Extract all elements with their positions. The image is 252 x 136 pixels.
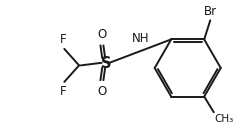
Text: Br: Br	[204, 5, 217, 18]
Text: O: O	[97, 28, 106, 41]
Text: O: O	[97, 85, 106, 98]
Text: S: S	[101, 56, 111, 71]
Text: F: F	[60, 85, 67, 98]
Text: F: F	[60, 33, 67, 46]
Text: NH: NH	[132, 32, 149, 45]
Text: CH₃: CH₃	[215, 114, 234, 124]
